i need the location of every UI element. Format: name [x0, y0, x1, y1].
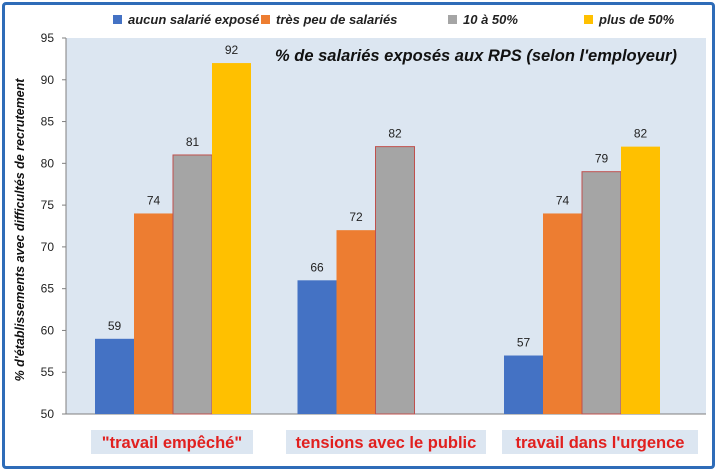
legend-label: 10 à 50% [463, 12, 518, 27]
category-label-background [502, 430, 698, 454]
y-tick-label: 60 [41, 323, 55, 337]
bar-2-cat-3 [543, 213, 582, 414]
y-tick-label: 95 [41, 31, 55, 45]
data-label: 74 [147, 193, 161, 207]
legend-swatch [261, 15, 270, 24]
bar-2-cat-2 [336, 230, 376, 414]
data-label: 59 [108, 319, 122, 333]
bar-3-cat-2 [375, 146, 415, 415]
legend-swatch [448, 15, 457, 24]
category-label-background [91, 430, 253, 454]
category-label-background [286, 430, 486, 454]
bar-4-cat-3 [621, 146, 660, 414]
data-label: 57 [517, 336, 531, 350]
data-label: 79 [595, 152, 609, 166]
data-label: 72 [349, 210, 363, 224]
category-label: "travail empêché" [102, 434, 242, 452]
y-tick-label: 75 [41, 198, 55, 212]
legend-swatch [584, 15, 593, 24]
data-label: 92 [225, 43, 239, 57]
category-label: travail dans l'urgence [516, 434, 685, 452]
bar-3-cat-1 [172, 154, 213, 415]
data-label: 82 [634, 127, 648, 141]
bar-2-cat-1 [134, 213, 173, 414]
y-tick-label: 85 [41, 115, 55, 129]
y-tick-label: 70 [41, 240, 55, 254]
legend-label: plus de 50% [598, 12, 675, 27]
y-tick-label: 65 [41, 282, 55, 296]
bar-1-cat-2 [297, 280, 337, 414]
legend-label: très peu de salariés [276, 12, 397, 27]
data-label: 74 [556, 193, 570, 207]
category-label: tensions avec le public [296, 434, 477, 452]
data-label: 81 [186, 135, 200, 149]
data-label: 66 [310, 260, 324, 274]
y-tick-label: 55 [41, 365, 55, 379]
y-tick-label: 90 [41, 73, 55, 87]
bar-4-cat-1 [212, 63, 251, 415]
y-tick-label: 80 [41, 156, 55, 170]
bar-1-cat-1 [95, 338, 134, 414]
chart-title: % de salariés exposés aux RPS (selon l'e… [275, 47, 677, 65]
bar-1-cat-3 [504, 355, 543, 414]
y-axis-label: % d'établissements avec difficultés de r… [13, 78, 27, 382]
legend-swatch [113, 15, 122, 24]
data-label: 82 [388, 127, 402, 141]
bar-3-cat-3 [581, 171, 622, 415]
legend-label: aucun salarié exposé [128, 12, 260, 27]
y-tick-label: 50 [41, 407, 55, 421]
